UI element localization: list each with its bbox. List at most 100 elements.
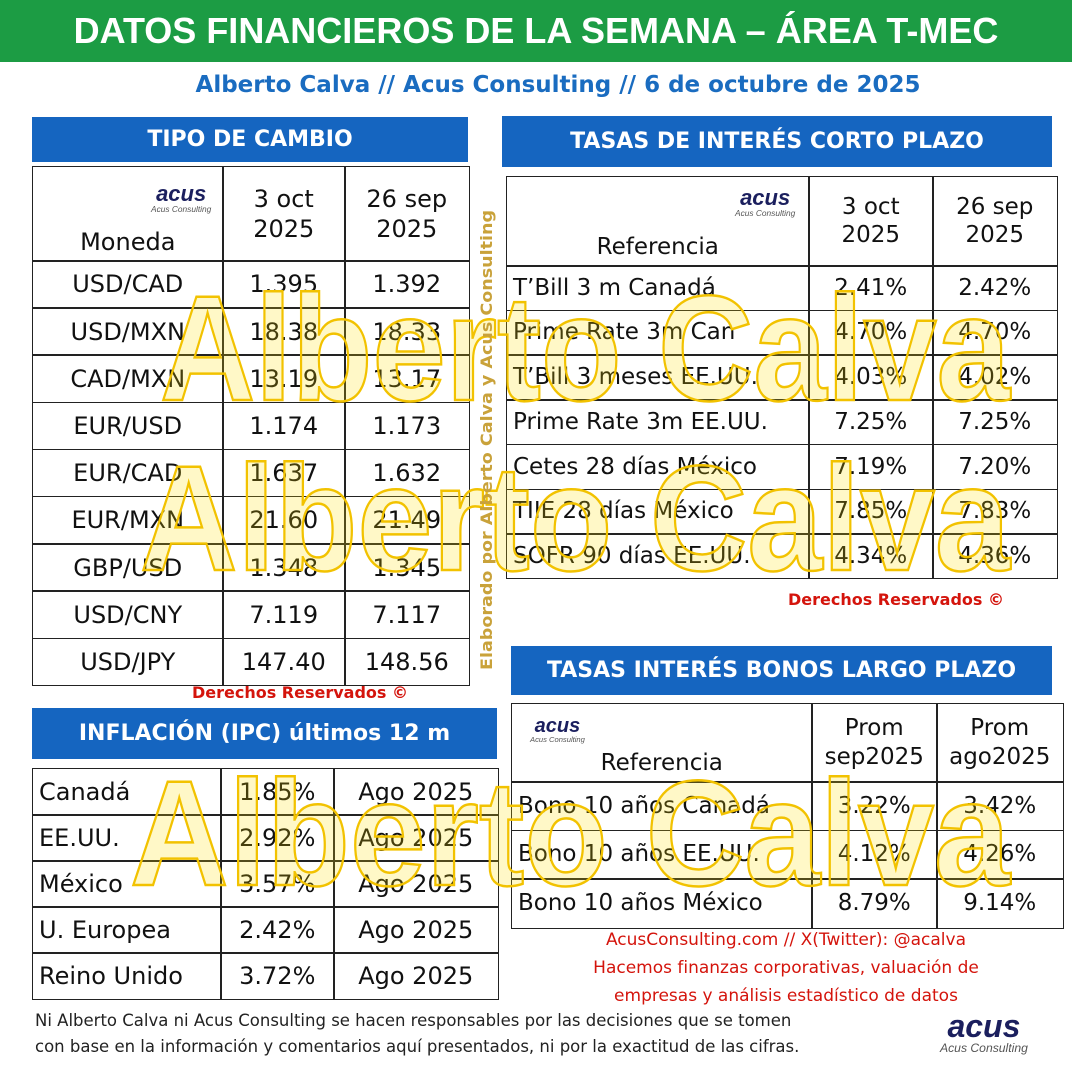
table-cell: 18.38 bbox=[222, 307, 346, 356]
table-cell: T’Bill 3 m Canadá bbox=[506, 265, 810, 312]
table-cell: 2.42% bbox=[220, 906, 335, 954]
table-cell: Bono 10 años EE.UU. bbox=[511, 829, 813, 880]
table-cell: 3.57% bbox=[220, 860, 335, 908]
table-cell: Ago 2025 bbox=[333, 768, 499, 816]
table-cell: TIIE 28 días México bbox=[506, 488, 810, 535]
table-cell: T’Bill 3 meses EE.UU. bbox=[506, 354, 810, 401]
table-cell: Ago 2025 bbox=[333, 906, 499, 954]
table-cell: Canadá bbox=[32, 768, 222, 816]
table-cell: SOFR 90 días EE.UU. bbox=[506, 533, 810, 580]
header-text: 26 sep 2025 bbox=[366, 184, 448, 243]
logo: acus Acus Consulting bbox=[735, 185, 796, 218]
logo-name: acus bbox=[534, 715, 581, 737]
header-cell: 3 oct 2025 bbox=[222, 166, 346, 262]
table-cell: 7.19% bbox=[808, 443, 934, 490]
header-cell: Referencia acus Acus Consulting bbox=[511, 703, 813, 783]
copyright: Derechos Reservados © bbox=[191, 683, 409, 702]
table-cell: EE.UU. bbox=[32, 814, 222, 862]
table-cell: 21.49 bbox=[344, 496, 470, 545]
copyright: Derechos Reservados © bbox=[787, 590, 1005, 609]
table-cell: 4.26% bbox=[936, 829, 1064, 880]
section-title: TASAS INTERÉS BONOS LARGO PLAZO bbox=[511, 646, 1052, 698]
table-cell: 7.119 bbox=[222, 590, 346, 640]
table-cell: 3.72% bbox=[220, 952, 335, 1000]
section-title: TIPO DE CAMBIO bbox=[32, 117, 468, 165]
table-cell: 7.117 bbox=[344, 590, 470, 640]
table-cell: Ago 2025 bbox=[333, 952, 499, 1000]
header-text: Prom ago2025 bbox=[949, 715, 1051, 770]
section-title: TASAS DE INTERÉS CORTO PLAZO bbox=[502, 116, 1052, 170]
logo-tagline: Acus Consulting bbox=[940, 1041, 1028, 1055]
table-cell: 21.60 bbox=[222, 496, 346, 545]
header-text: Referencia bbox=[600, 749, 723, 776]
table-cell: EUR/USD bbox=[32, 401, 224, 451]
logo-name: acus bbox=[740, 185, 791, 210]
contact-line: Hacemos finanzas corporativas, valuación… bbox=[593, 958, 979, 978]
table-cell: 1.173 bbox=[344, 401, 470, 451]
logo-tagline: Acus Consulting bbox=[151, 204, 212, 214]
logo: acus Acus Consulting bbox=[940, 1010, 1028, 1054]
side-watermark: Elaborado por Alberto Calva y Acus Consu… bbox=[477, 210, 496, 670]
table-cell: 147.40 bbox=[222, 637, 346, 687]
table-cell: Ago 2025 bbox=[333, 814, 499, 862]
table-cell: 1.632 bbox=[344, 448, 470, 498]
header-cell: Moneda acus Acus Consulting bbox=[32, 166, 224, 262]
logo: acus Acus Consulting bbox=[151, 181, 212, 214]
table-cell: 7.25% bbox=[808, 399, 934, 446]
logo-name: acus bbox=[156, 181, 207, 206]
header-cell: 26 sep 2025 bbox=[344, 166, 470, 262]
table-cell: Ago 2025 bbox=[333, 860, 499, 908]
table-cell: 1.345 bbox=[344, 543, 470, 592]
table-cell: Reino Unido bbox=[32, 952, 222, 1000]
logo-tagline: Acus Consulting bbox=[735, 208, 796, 218]
header-text: 3 oct 2025 bbox=[253, 184, 315, 243]
table-cell: USD/CNY bbox=[32, 590, 224, 640]
table-cell: 3.42% bbox=[936, 781, 1064, 832]
header-text: Moneda bbox=[80, 227, 176, 256]
table-cell: Prime Rate 3m EE.UU. bbox=[506, 399, 810, 446]
table-cell: 7.20% bbox=[932, 443, 1058, 490]
logo-name: acus bbox=[947, 1008, 1021, 1044]
disclaimer-line: con base en la información y comentarios… bbox=[35, 1037, 800, 1056]
table-cell: 4.02% bbox=[932, 354, 1058, 401]
table-cell: 2.92% bbox=[220, 814, 335, 862]
section-title: INFLACIÓN (IPC) últimos 12 m bbox=[32, 708, 497, 762]
title-bar: DATOS FINANCIEROS DE LA SEMANA – ÁREA T-… bbox=[0, 0, 1072, 62]
table-cell: 1.85% bbox=[220, 768, 335, 816]
header-cell: 3 oct 2025 bbox=[808, 176, 934, 267]
table-cell: 7.83% bbox=[932, 488, 1058, 535]
header-cell: 26 sep 2025 bbox=[932, 176, 1058, 267]
table-cell: 1.637 bbox=[222, 448, 346, 498]
table-cell: México bbox=[32, 860, 222, 908]
disclaimer-line: Ni Alberto Calva ni Acus Consulting se h… bbox=[35, 1011, 792, 1030]
logo: acus Acus Consulting bbox=[530, 716, 585, 744]
table-cell: 13.17 bbox=[344, 354, 470, 404]
table-cell: 148.56 bbox=[344, 637, 470, 687]
table-cell: 13.19 bbox=[222, 354, 346, 404]
table-cell: 9.14% bbox=[936, 878, 1064, 929]
header-cell: Referencia acus Acus Consulting bbox=[506, 176, 810, 267]
header-cell: Prom ago2025 bbox=[936, 703, 1064, 783]
table-cell: 1.174 bbox=[222, 401, 346, 451]
table-cell: 2.41% bbox=[808, 265, 934, 312]
table-cell: 1.395 bbox=[222, 260, 346, 309]
table-cell: CAD/MXN bbox=[32, 354, 224, 404]
table-cell: 3.22% bbox=[811, 781, 938, 832]
table-cell: 7.85% bbox=[808, 488, 934, 535]
table-cell: 4.70% bbox=[932, 309, 1058, 356]
logo-tagline: Acus Consulting bbox=[530, 735, 585, 744]
table-cell: EUR/CAD bbox=[32, 448, 224, 498]
table-cell: 4.03% bbox=[808, 354, 934, 401]
table-cell: 1.348 bbox=[222, 543, 346, 592]
table-cell: U. Europea bbox=[32, 906, 222, 954]
contact-line: empresas y análisis estadístico de datos bbox=[614, 986, 958, 1006]
title: DATOS FINANCIEROS DE LA SEMANA – ÁREA T-… bbox=[73, 10, 999, 51]
subtitle: Alberto Calva // Acus Consulting // 6 de… bbox=[195, 72, 921, 98]
table-cell: EUR/MXN bbox=[32, 496, 224, 545]
table-cell: Cetes 28 días México bbox=[506, 443, 810, 490]
table-cell: Prime Rate 3m Can bbox=[506, 309, 810, 356]
table-cell: 4.34% bbox=[808, 533, 934, 580]
table-cell: 2.42% bbox=[932, 265, 1058, 312]
table-cell: Bono 10 años Canadá bbox=[511, 781, 813, 832]
